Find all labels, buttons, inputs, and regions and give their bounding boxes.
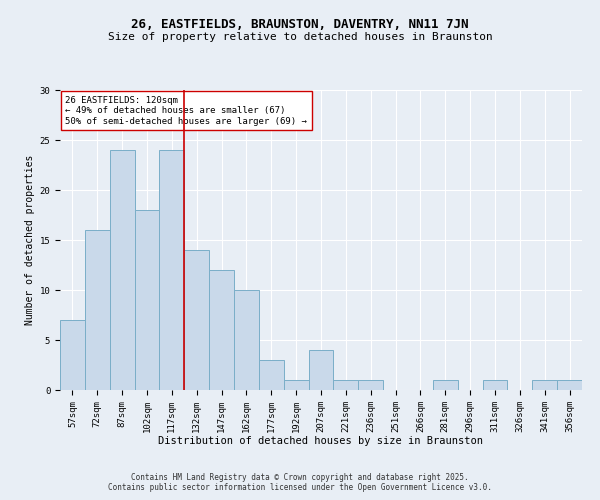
Text: 26 EASTFIELDS: 120sqm
← 49% of detached houses are smaller (67)
50% of semi-deta: 26 EASTFIELDS: 120sqm ← 49% of detached … (65, 96, 307, 126)
Bar (209, 270, 234, 390)
Bar (482, 380, 508, 390)
Text: 26, EASTFIELDS, BRAUNSTON, DAVENTRY, NN11 7JN: 26, EASTFIELDS, BRAUNSTON, DAVENTRY, NN1… (131, 18, 469, 30)
X-axis label: Distribution of detached houses by size in Braunston: Distribution of detached houses by size … (158, 436, 484, 446)
Bar (334, 380, 358, 390)
Bar (160, 150, 184, 390)
Bar (134, 210, 160, 390)
Bar (284, 380, 308, 390)
Bar (557, 380, 582, 390)
Bar (85, 230, 110, 390)
Y-axis label: Number of detached properties: Number of detached properties (25, 155, 35, 325)
Bar (60, 320, 85, 390)
Bar (308, 350, 334, 390)
Bar (110, 150, 134, 390)
Bar (184, 250, 209, 390)
Text: Contains HM Land Registry data © Crown copyright and database right 2025.
Contai: Contains HM Land Registry data © Crown c… (108, 473, 492, 492)
Bar (259, 360, 284, 390)
Bar (358, 380, 383, 390)
Bar (433, 380, 458, 390)
Bar (532, 380, 557, 390)
Text: Size of property relative to detached houses in Braunston: Size of property relative to detached ho… (107, 32, 493, 42)
Bar (234, 290, 259, 390)
